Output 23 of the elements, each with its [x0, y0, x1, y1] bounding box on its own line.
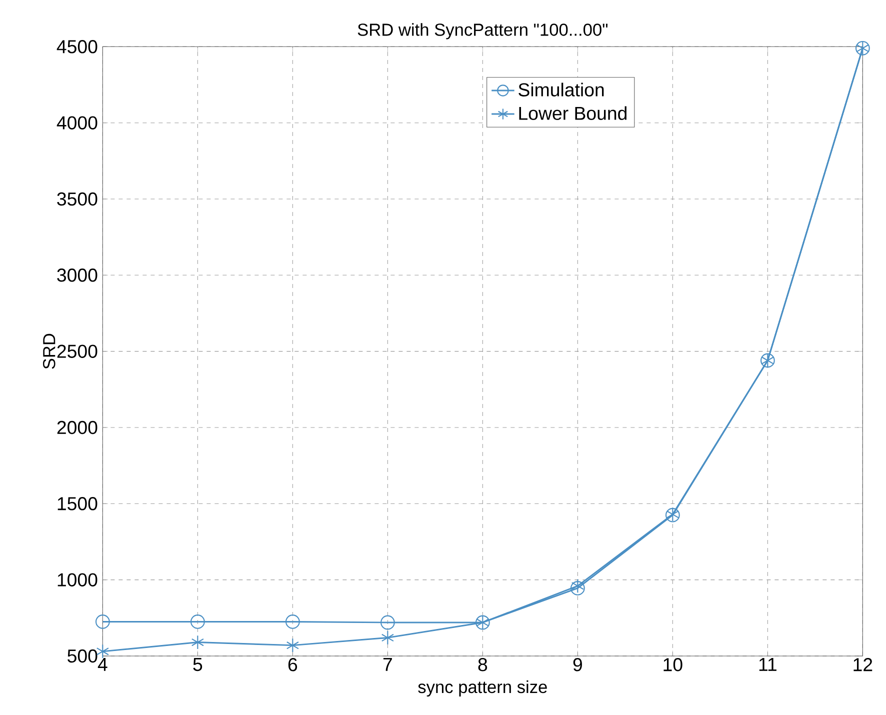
x-tick-label: 12 — [854, 658, 872, 672]
x-tick-label: 4 — [98, 658, 108, 672]
y-tick-label: 2500 — [57, 344, 98, 358]
y-tick-label: 1500 — [58, 497, 98, 510]
x-tick-label: 10 — [664, 658, 682, 672]
x-axis-title: sync pattern size — [418, 680, 547, 697]
x-tick-label: 5 — [193, 658, 202, 672]
y-tick-label: 1000 — [58, 573, 98, 587]
x-tick-label: 11 — [759, 658, 776, 672]
y-tick-label: 4500 — [56, 40, 98, 54]
y-tick-label: 3000 — [57, 268, 98, 282]
y-axis-title: SRD — [43, 334, 56, 370]
y-tick-label: 500 — [68, 650, 98, 663]
y-tick-label: 3500 — [57, 192, 98, 206]
y-tick-label: 2000 — [57, 421, 98, 434]
x-tick-label: 9 — [573, 658, 582, 672]
chart-title: SRD with SyncPattern "100...00" — [358, 23, 608, 40]
x-tick-label: 7 — [383, 658, 392, 672]
legend-label: Lower Bound — [519, 106, 626, 120]
x-tick-label: 8 — [478, 658, 488, 672]
x-tick-label: 6 — [288, 658, 298, 672]
y-tick-label: 4000 — [56, 116, 98, 130]
legend-label: Simulation — [518, 82, 604, 97]
